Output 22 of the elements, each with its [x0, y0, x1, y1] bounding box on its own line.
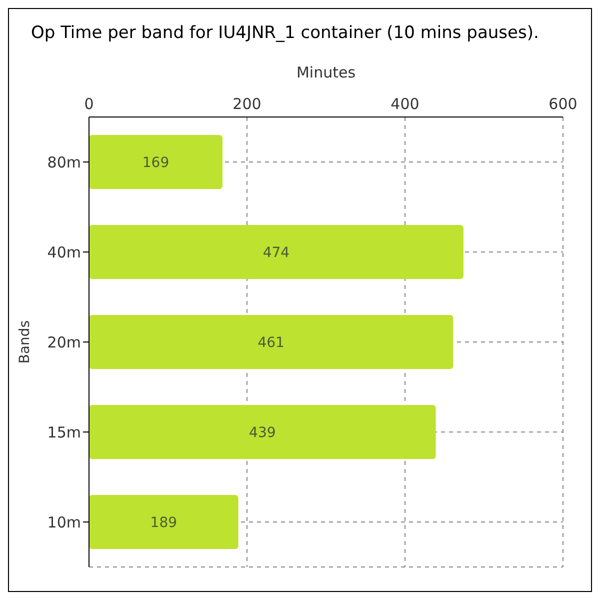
chart-title: Op Time per band for IU4JNR_1 container (10 mins pauses).	[30, 22, 540, 45]
y-tick-label: 20m	[47, 333, 81, 352]
y-tick-label: 10m	[47, 513, 81, 532]
data-label: 189	[150, 514, 178, 531]
data-label: 169	[142, 154, 170, 171]
x-axis-title: Minutes	[296, 64, 356, 82]
y-tick-label: 15m	[47, 423, 81, 442]
bar	[89, 315, 454, 369]
y-tick-label: 80m	[47, 153, 81, 172]
bar	[89, 135, 223, 189]
data-label: 461	[258, 334, 284, 351]
x-tick-label: 400	[390, 95, 420, 113]
x-tick-label: 600	[548, 95, 578, 113]
data-label: 474	[262, 244, 290, 261]
bar	[89, 405, 436, 459]
y-tick-label: 40m	[47, 243, 81, 262]
bar	[89, 225, 464, 279]
data-label: 439	[249, 424, 276, 441]
y-axis-title: Bands	[16, 320, 33, 364]
bar	[89, 495, 238, 549]
x-tick-label: 200	[232, 95, 262, 113]
x-tick-label: 0	[84, 95, 94, 113]
